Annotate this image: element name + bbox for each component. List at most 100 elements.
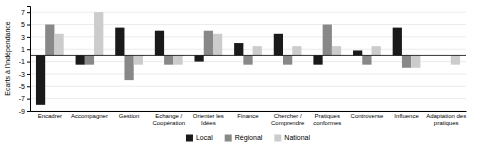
tick-label: -1 xyxy=(19,58,25,65)
bar xyxy=(253,46,262,55)
tick: Encadrer xyxy=(38,111,62,119)
bar xyxy=(292,46,301,55)
grid-line xyxy=(30,86,466,87)
bar xyxy=(134,55,143,64)
zero-line xyxy=(30,55,466,56)
tick-label: Orienter lesIdées xyxy=(193,113,224,126)
bar xyxy=(411,55,420,67)
tick: -1 xyxy=(19,58,30,65)
tick-mark xyxy=(27,62,30,63)
tick-label: 7 xyxy=(21,9,25,16)
chart: -9 -7 -5 -3 -1 1 3 5 7 Encadrer Accompagner Gestion… xyxy=(0,0,480,144)
tick-label: Pratiquesconformes xyxy=(313,113,341,126)
tick-label: -5 xyxy=(19,83,25,90)
tick: Adaptation despratiques xyxy=(426,111,466,126)
tick: Chercher /Comprendre xyxy=(271,111,305,126)
bar xyxy=(274,34,283,56)
tick: -9 xyxy=(19,108,30,115)
tick: 5 xyxy=(21,21,30,28)
bar xyxy=(76,55,85,64)
legend-label: Local xyxy=(196,134,213,141)
bar-group xyxy=(194,31,222,62)
plot: -9 -7 -5 -3 -1 1 3 5 7 Encadrer Accompagner Gestion… xyxy=(19,7,467,126)
tick-label: Controverse xyxy=(351,113,384,119)
tick: -3 xyxy=(19,71,30,78)
tick-mark xyxy=(27,111,30,112)
bar xyxy=(115,28,124,56)
tick: 7 xyxy=(21,9,30,16)
bar xyxy=(283,55,292,64)
legend-swatch xyxy=(186,135,193,142)
tick-label: Encadrer xyxy=(38,113,62,119)
grid-line xyxy=(30,98,466,99)
tick: -7 xyxy=(19,95,30,102)
grid-line xyxy=(30,111,466,112)
bar-group xyxy=(393,28,421,68)
y-axis-title: Ecarts à l'indépendance xyxy=(4,21,12,96)
bar xyxy=(402,55,411,67)
axis-line xyxy=(27,7,31,112)
x-axis: Encadrer Accompagner Gestion Echange /Coopé… xyxy=(31,111,467,126)
legend-swatch xyxy=(225,135,232,142)
legend-item: Régional xyxy=(225,134,263,142)
bar-group xyxy=(76,12,104,65)
bar-group xyxy=(115,28,143,81)
tick: Finance xyxy=(237,111,259,119)
bar xyxy=(124,55,133,80)
bar xyxy=(243,55,252,64)
bar xyxy=(173,55,182,64)
tick-label: Echange /Coopération xyxy=(152,113,185,126)
tick-label: -3 xyxy=(19,71,25,78)
legend: Local Régional National xyxy=(186,134,311,142)
tick: Influence xyxy=(394,111,419,119)
bar xyxy=(204,31,213,56)
bar xyxy=(372,46,381,55)
tick-label: Finance xyxy=(237,113,259,119)
bar xyxy=(451,55,460,64)
bar xyxy=(213,34,222,56)
tick-mark xyxy=(27,86,30,87)
bar xyxy=(353,50,362,55)
grid xyxy=(30,12,466,111)
tick: 3 xyxy=(21,34,30,41)
tick: -5 xyxy=(19,83,30,90)
tick: Accompagner xyxy=(71,111,108,119)
tick-label: 5 xyxy=(21,21,25,28)
bar xyxy=(54,34,63,56)
bar xyxy=(94,12,103,55)
legend-item: National xyxy=(274,134,310,141)
bar xyxy=(85,55,94,64)
bar xyxy=(313,55,322,64)
tick-mark xyxy=(27,25,30,26)
bar xyxy=(393,28,402,56)
tick-mark xyxy=(27,74,30,75)
bar xyxy=(323,25,332,56)
tick-label: Accompagner xyxy=(71,113,108,119)
legend-label: Régional xyxy=(235,134,263,142)
tick-label: -7 xyxy=(19,95,25,102)
bar-group xyxy=(313,25,341,65)
tick-label: Chercher /Comprendre xyxy=(271,113,305,126)
grid-line xyxy=(30,73,466,74)
bar xyxy=(45,25,54,56)
legend-item: Local xyxy=(186,134,213,141)
tick: Pratiquesconformes xyxy=(313,111,341,126)
tick-label: -9 xyxy=(19,108,25,115)
tick-label: 1 xyxy=(21,46,25,53)
y-axis: -9 -7 -5 -3 -1 1 3 5 7 xyxy=(19,7,31,115)
bar xyxy=(234,43,243,55)
legend-label: National xyxy=(284,134,310,141)
tick-mark xyxy=(27,99,30,100)
tick-label: 3 xyxy=(21,34,25,41)
tick-mark xyxy=(27,37,30,38)
bar-group xyxy=(451,55,460,64)
tick: Gestion xyxy=(119,111,140,119)
tick-label: Influence xyxy=(394,113,419,119)
tick: Controverse xyxy=(351,111,384,119)
bar xyxy=(164,55,173,64)
bar xyxy=(194,55,203,61)
tick: Echange /Coopération xyxy=(152,111,185,126)
bars xyxy=(36,12,460,105)
bar-group xyxy=(274,34,302,65)
bar-group xyxy=(155,31,183,65)
